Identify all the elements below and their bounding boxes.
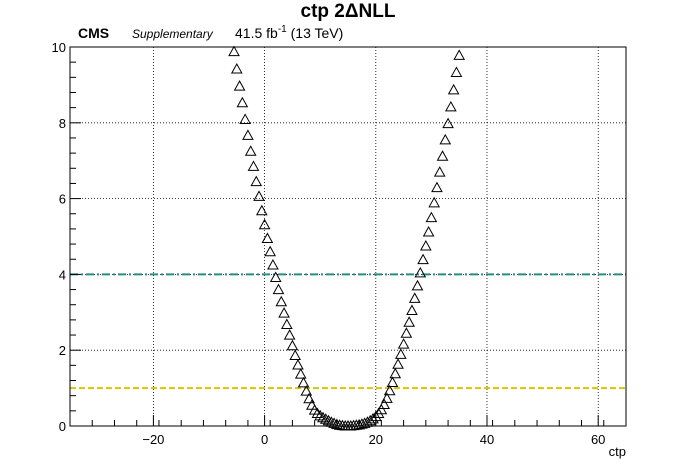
data-point [414, 266, 427, 278]
data-point [289, 349, 302, 361]
data-point [280, 318, 293, 329]
data-point [250, 175, 263, 187]
data-point [283, 329, 296, 340]
x-tick-label: 40 [480, 432, 494, 447]
data-point [442, 117, 454, 129]
reference-lines [70, 273, 626, 390]
data-point [319, 413, 332, 424]
data-point [272, 283, 285, 295]
data-point [267, 258, 279, 270]
data-point [275, 295, 288, 307]
supplementary-label: Supplementary [132, 27, 214, 41]
data-point [261, 232, 274, 243]
data-point [431, 181, 443, 193]
data-point [322, 414, 335, 426]
data-point [292, 359, 304, 370]
data-point [311, 407, 324, 419]
data-point [303, 392, 315, 404]
data-point [255, 204, 268, 216]
x-tick-label: 0 [261, 432, 268, 447]
data-points [228, 45, 466, 431]
cms-label: CMS [78, 25, 109, 41]
data-point [447, 83, 460, 95]
luminosity-exponent: -1 [278, 24, 287, 35]
y-tick-label: 2 [59, 343, 66, 358]
grid-lines [70, 47, 626, 426]
data-point [392, 358, 404, 369]
data-point [300, 385, 313, 396]
x-tick-label: 60 [591, 432, 605, 447]
data-point [294, 368, 307, 379]
data-point [306, 399, 318, 410]
y-tick-label: 4 [59, 267, 66, 282]
luminosity-value: 41.5 fb [235, 25, 278, 41]
data-point [317, 411, 329, 423]
y-tick-label: 0 [59, 419, 66, 434]
x-tick-label: 20 [369, 432, 383, 447]
axis-ticks [69, 46, 627, 427]
data-point [244, 145, 257, 156]
data-point [422, 225, 435, 237]
data-point [386, 376, 399, 387]
x-tick-label: −20 [142, 432, 164, 447]
data-point [383, 384, 396, 396]
data-point [247, 160, 260, 171]
data-point [269, 271, 282, 282]
data-point [419, 239, 432, 251]
data-point [433, 166, 446, 177]
data-point [378, 398, 390, 409]
chart-title: ctp 2ΔNLL [301, 1, 396, 22]
plot-frame [69, 46, 627, 427]
y-tick-label: 6 [59, 192, 66, 207]
data-point [436, 150, 449, 161]
tick-labels: −20 0 20 40 60 0 2 4 6 8 10 [52, 40, 606, 447]
y-tick-label: 8 [59, 116, 66, 131]
data-point [236, 96, 249, 108]
data-point [372, 407, 385, 419]
data-point [394, 348, 407, 359]
data-point [450, 66, 463, 77]
data-point [417, 253, 429, 265]
data-point [242, 129, 254, 140]
x-axis-label: ctp [609, 444, 626, 459]
data-point [400, 327, 413, 338]
data-point [297, 376, 310, 388]
energy-label: (13 TeV) [287, 25, 344, 41]
luminosity-label: 41.5 fb-1 (13 TeV) [235, 24, 343, 41]
data-point [406, 304, 418, 315]
data-point [408, 292, 421, 303]
data-point [230, 63, 243, 74]
data-point [439, 133, 452, 145]
data-point [381, 392, 393, 403]
data-point [233, 80, 246, 91]
data-point [253, 190, 265, 201]
data-point [411, 279, 424, 291]
data-point [428, 196, 441, 208]
data-point [278, 307, 290, 318]
data-point [389, 367, 402, 379]
data-point [453, 49, 466, 60]
data-point [286, 339, 299, 351]
data-point [228, 45, 240, 57]
data-point [331, 418, 343, 430]
data-point [258, 218, 271, 230]
data-point [403, 316, 416, 327]
data-point [264, 245, 277, 257]
data-point [397, 338, 410, 349]
data-point [239, 113, 251, 124]
data-point [375, 403, 388, 415]
data-point [425, 211, 438, 223]
data-point [358, 417, 371, 428]
y-tick-label: 10 [52, 40, 66, 55]
data-point [445, 100, 457, 112]
data-point [314, 409, 327, 421]
